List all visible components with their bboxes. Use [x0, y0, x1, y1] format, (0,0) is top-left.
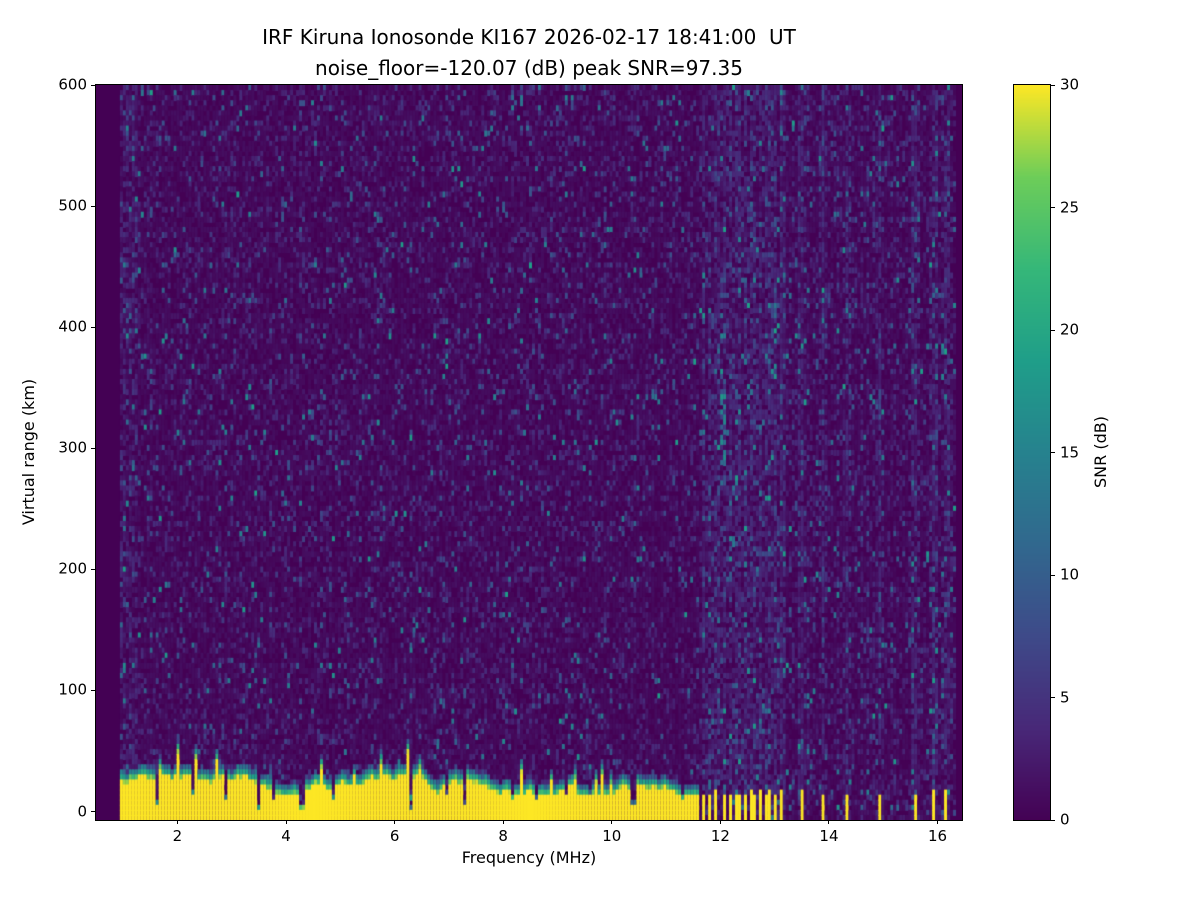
- colorbar-tick-label: 30: [1060, 75, 1080, 94]
- colorbar-tick-label: 0: [1060, 810, 1070, 829]
- colorbar-label: SNR (dB): [1091, 416, 1110, 488]
- x-tick-label: 16: [928, 827, 948, 845]
- y-tick-label: 500: [58, 196, 87, 215]
- x-tick-mark: [285, 820, 287, 824]
- x-tick-mark: [502, 820, 504, 824]
- y-tick-mark: [91, 811, 95, 813]
- x-tick-mark: [176, 820, 178, 824]
- x-tick-mark: [394, 820, 396, 824]
- y-tick-label: 0: [77, 802, 87, 821]
- colorbar-tick-mark: [1051, 697, 1055, 698]
- colorbar-tick-mark: [1051, 207, 1055, 208]
- x-tick-label: 6: [389, 827, 400, 845]
- colorbar-tick-mark: [1051, 819, 1055, 821]
- y-tick-mark: [91, 689, 95, 691]
- x-tick-label: 2: [172, 827, 183, 845]
- y-tick-label: 100: [58, 680, 87, 699]
- x-tick-label: 14: [819, 827, 839, 845]
- colorbar-tick-label: 10: [1060, 565, 1080, 584]
- y-tick-mark: [91, 326, 95, 328]
- colorbar: [1014, 85, 1050, 820]
- x-tick-label: 12: [710, 827, 730, 845]
- chart-subtitle: noise_floor=-120.07 (dB) peak SNR=97.35: [315, 56, 743, 80]
- y-tick-label: 600: [58, 75, 87, 94]
- x-tick-label: 8: [498, 827, 508, 845]
- y-tick-mark: [91, 84, 95, 86]
- colorbar-tick-mark: [1051, 452, 1055, 453]
- x-tick-mark: [611, 820, 613, 824]
- colorbar-tick-mark: [1051, 84, 1055, 86]
- colorbar-tick-label: 25: [1060, 198, 1080, 216]
- y-tick-label: 200: [58, 559, 87, 578]
- colorbar-tick-label: 5: [1060, 688, 1070, 706]
- ionogram-heatmap: [96, 85, 962, 820]
- y-tick-mark: [91, 568, 95, 570]
- colorbar-tick-label: 20: [1060, 320, 1080, 339]
- colorbar-tick-mark: [1051, 574, 1055, 576]
- y-tick-label: 400: [58, 317, 87, 336]
- y-tick-label: 300: [58, 438, 87, 457]
- y-tick-mark: [91, 447, 95, 449]
- x-axis-label: Frequency (MHz): [461, 848, 597, 867]
- y-tick-mark: [91, 205, 95, 207]
- x-tick-label: 4: [281, 827, 291, 845]
- chart-title: IRF Kiruna Ionosonde KI167 2026-02-17 18…: [262, 25, 796, 49]
- x-tick-mark: [828, 820, 830, 824]
- x-tick-mark: [937, 820, 939, 824]
- colorbar-tick-label: 15: [1060, 443, 1080, 461]
- x-tick-mark: [719, 820, 721, 824]
- x-tick-label: 10: [602, 827, 622, 845]
- colorbar-tick-mark: [1051, 329, 1055, 331]
